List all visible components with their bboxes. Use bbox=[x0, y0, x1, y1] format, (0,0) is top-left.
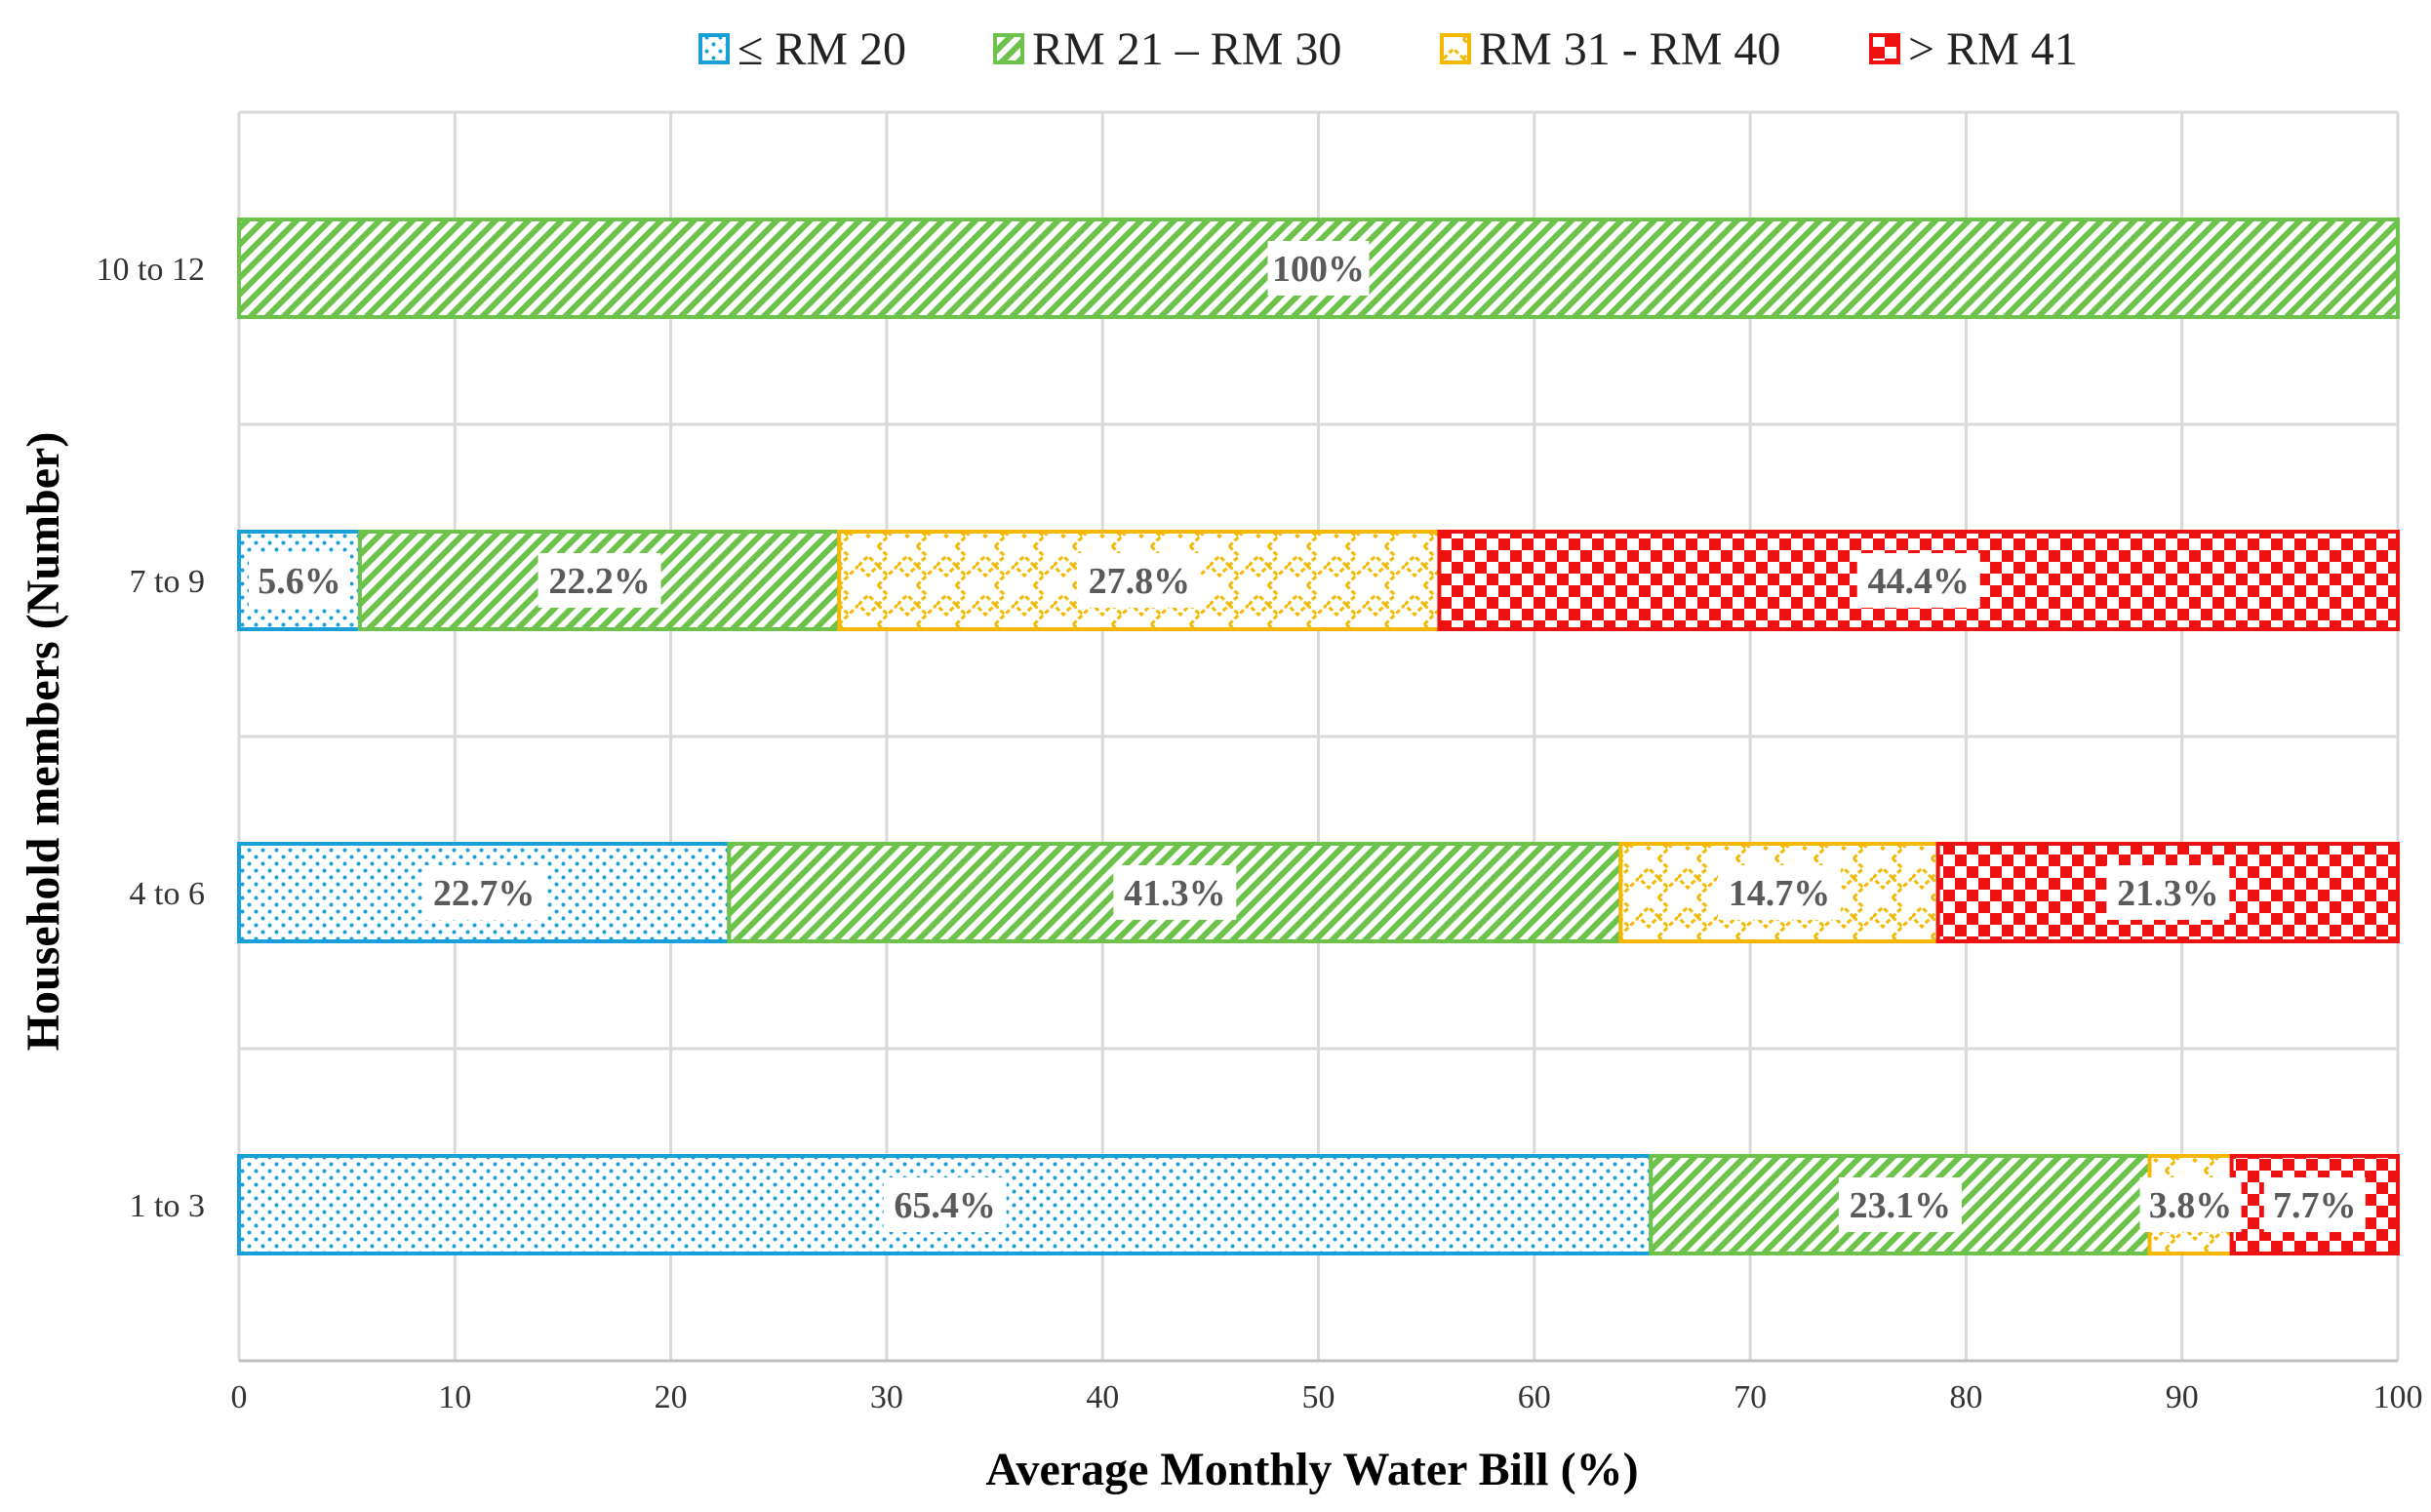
x-tick-label-1: 10 bbox=[438, 1379, 471, 1415]
y-axis-title: Household members (Number) bbox=[18, 432, 69, 1052]
data-label-bg-1-3 bbox=[1856, 553, 1980, 608]
data-label-1-0: 5.6% bbox=[258, 561, 341, 602]
bar-2-series-2 bbox=[1618, 842, 1940, 943]
data-label-3-2: 3.8% bbox=[2149, 1185, 2233, 1226]
data-label-bg-1-2 bbox=[1077, 553, 1201, 608]
x-tick-label-8: 80 bbox=[1949, 1379, 1982, 1415]
data-label-1-1: 22.2% bbox=[548, 561, 651, 602]
data-label-2-0: 22.7% bbox=[433, 873, 536, 914]
y-tick-label-1: 7 to 9 bbox=[130, 564, 205, 600]
x-tick-label-10: 100 bbox=[2373, 1379, 2423, 1415]
data-label-bg-0-1 bbox=[1267, 241, 1370, 296]
x-tick-label-2: 20 bbox=[655, 1379, 688, 1415]
x-tick-label-6: 60 bbox=[1518, 1379, 1551, 1415]
gridlines bbox=[237, 110, 2400, 1363]
data-label-bg-3-0 bbox=[883, 1177, 1007, 1232]
y-tick-label-3: 1 to 3 bbox=[130, 1188, 205, 1224]
legend-label-1: RM 21 – RM 30 bbox=[1032, 23, 1341, 75]
x-axis-title: Average Monthly Water Bill (%) bbox=[985, 1444, 1638, 1495]
data-label-bg-3-3 bbox=[2263, 1177, 2366, 1232]
x-tick-label-0: 0 bbox=[231, 1379, 248, 1415]
data-label-bg-2-3 bbox=[2106, 865, 2230, 920]
data-label-2-3: 21.3% bbox=[2117, 873, 2219, 914]
data-labels: 100% 5.6% 22.2% 27.8% 44.4% 22.7% 41.3% 14.7% 21… bbox=[248, 241, 2366, 1232]
x-tick-label-5: 50 bbox=[1302, 1379, 1335, 1415]
legend-swatch-2 bbox=[1440, 33, 1471, 64]
x-axis-ticks: 0 10 20 30 40 50 60 70 80 90 100 bbox=[231, 1379, 2423, 1415]
data-label-3-3: 7.7% bbox=[2273, 1185, 2357, 1226]
data-label-2-1: 41.3% bbox=[1124, 873, 1226, 914]
data-label-3-0: 65.4% bbox=[894, 1185, 996, 1226]
data-label-1-3: 44.4% bbox=[1867, 561, 1970, 602]
legend-label-0: ≤ RM 20 bbox=[737, 23, 906, 75]
y-tick-label-0: 10 to 12 bbox=[97, 252, 205, 288]
legend-swatch-1 bbox=[993, 33, 1024, 64]
data-label-bg-2-0 bbox=[422, 865, 546, 920]
data-label-0-1: 100% bbox=[1272, 249, 1365, 290]
data-label-bg-1-1 bbox=[538, 553, 661, 608]
legend-label-3: > RM 41 bbox=[1908, 23, 2078, 75]
data-label-bg-3-2 bbox=[2139, 1177, 2242, 1232]
x-tick-label-4: 40 bbox=[1086, 1379, 1119, 1415]
data-label-bg-2-2 bbox=[1717, 865, 1841, 920]
data-label-bg-1-0 bbox=[248, 553, 350, 608]
data-label-1-2: 27.8% bbox=[1089, 561, 1191, 602]
x-tick-label-7: 70 bbox=[1734, 1379, 1767, 1415]
x-tick-label-9: 90 bbox=[2166, 1379, 2199, 1415]
data-label-bg-2-1 bbox=[1113, 865, 1237, 920]
y-axis-ticks: 10 to 12 7 to 9 4 to 6 1 to 3 bbox=[97, 252, 205, 1224]
data-label-bg-3-1 bbox=[1838, 1177, 1962, 1232]
x-tick-label-3: 30 bbox=[870, 1379, 903, 1415]
legend: ≤ RM 20 RM 21 – RM 30 RM 31 - RM 40 > RM 41 bbox=[698, 23, 2078, 75]
legend-swatch-3 bbox=[1869, 33, 1900, 64]
legend-swatch-0 bbox=[698, 33, 730, 64]
bar-3-series-3 bbox=[2229, 1154, 2401, 1255]
data-label-2-2: 14.7% bbox=[1729, 873, 1831, 914]
data-label-3-1: 23.1% bbox=[1850, 1185, 1952, 1226]
legend-label-2: RM 31 - RM 40 bbox=[1479, 23, 1780, 75]
y-tick-label-2: 4 to 6 bbox=[130, 876, 205, 912]
